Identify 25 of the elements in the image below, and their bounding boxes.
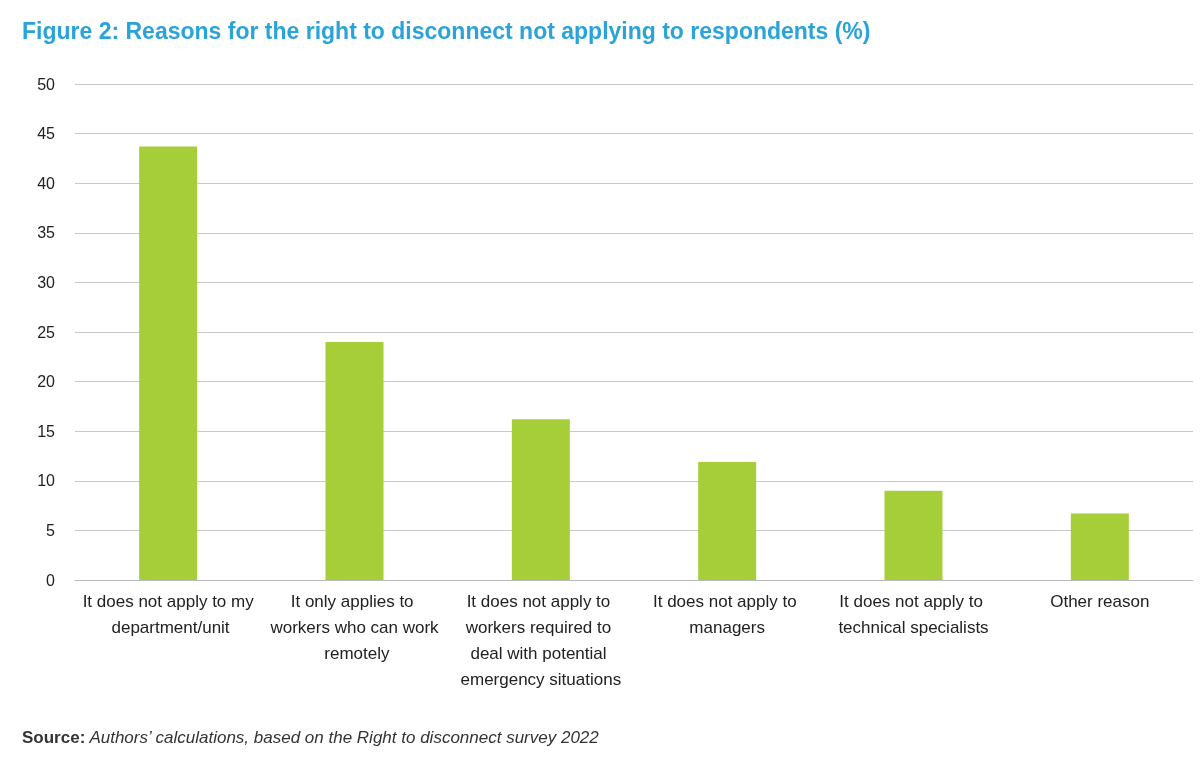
y-tick-label: 30 (37, 273, 56, 291)
x-tick-label: Other reason (1050, 591, 1150, 611)
source-note: Source: Authors’ calculations, based on the Right to disconnect survey 2022 (22, 728, 599, 747)
x-tick-label: It does not apply to my department/unit (82, 591, 255, 637)
x-tick-label: It does not apply to managers (652, 591, 802, 637)
bar (325, 341, 384, 580)
x-tick-label: It does not apply to technical specialists (838, 591, 989, 637)
chart-title: Figure 2: Reasons for the right to disconnect not applying to respondents (%) (22, 18, 871, 45)
y-tick-label: 35 (37, 224, 56, 242)
y-tick-label: 5 (46, 521, 56, 539)
y-tick-label: 10 (37, 472, 56, 490)
bar (884, 490, 943, 580)
bar (139, 146, 198, 580)
bar (511, 419, 570, 580)
bar (698, 461, 757, 580)
bar (1070, 513, 1129, 580)
y-tick-label: 0 (46, 571, 56, 589)
x-tick-label: It does not apply to workers required to deal with potential emergency situations (460, 591, 622, 689)
x-tick-label: It only applies to workers who can work remotely (269, 591, 440, 663)
y-tick-label: 20 (37, 373, 56, 391)
y-tick-label: 45 (37, 125, 56, 143)
y-tick-label: 50 (37, 75, 56, 93)
y-tick-label: 40 (37, 174, 56, 192)
y-tick-label: 15 (37, 422, 56, 440)
y-tick-label: 25 (37, 323, 56, 341)
